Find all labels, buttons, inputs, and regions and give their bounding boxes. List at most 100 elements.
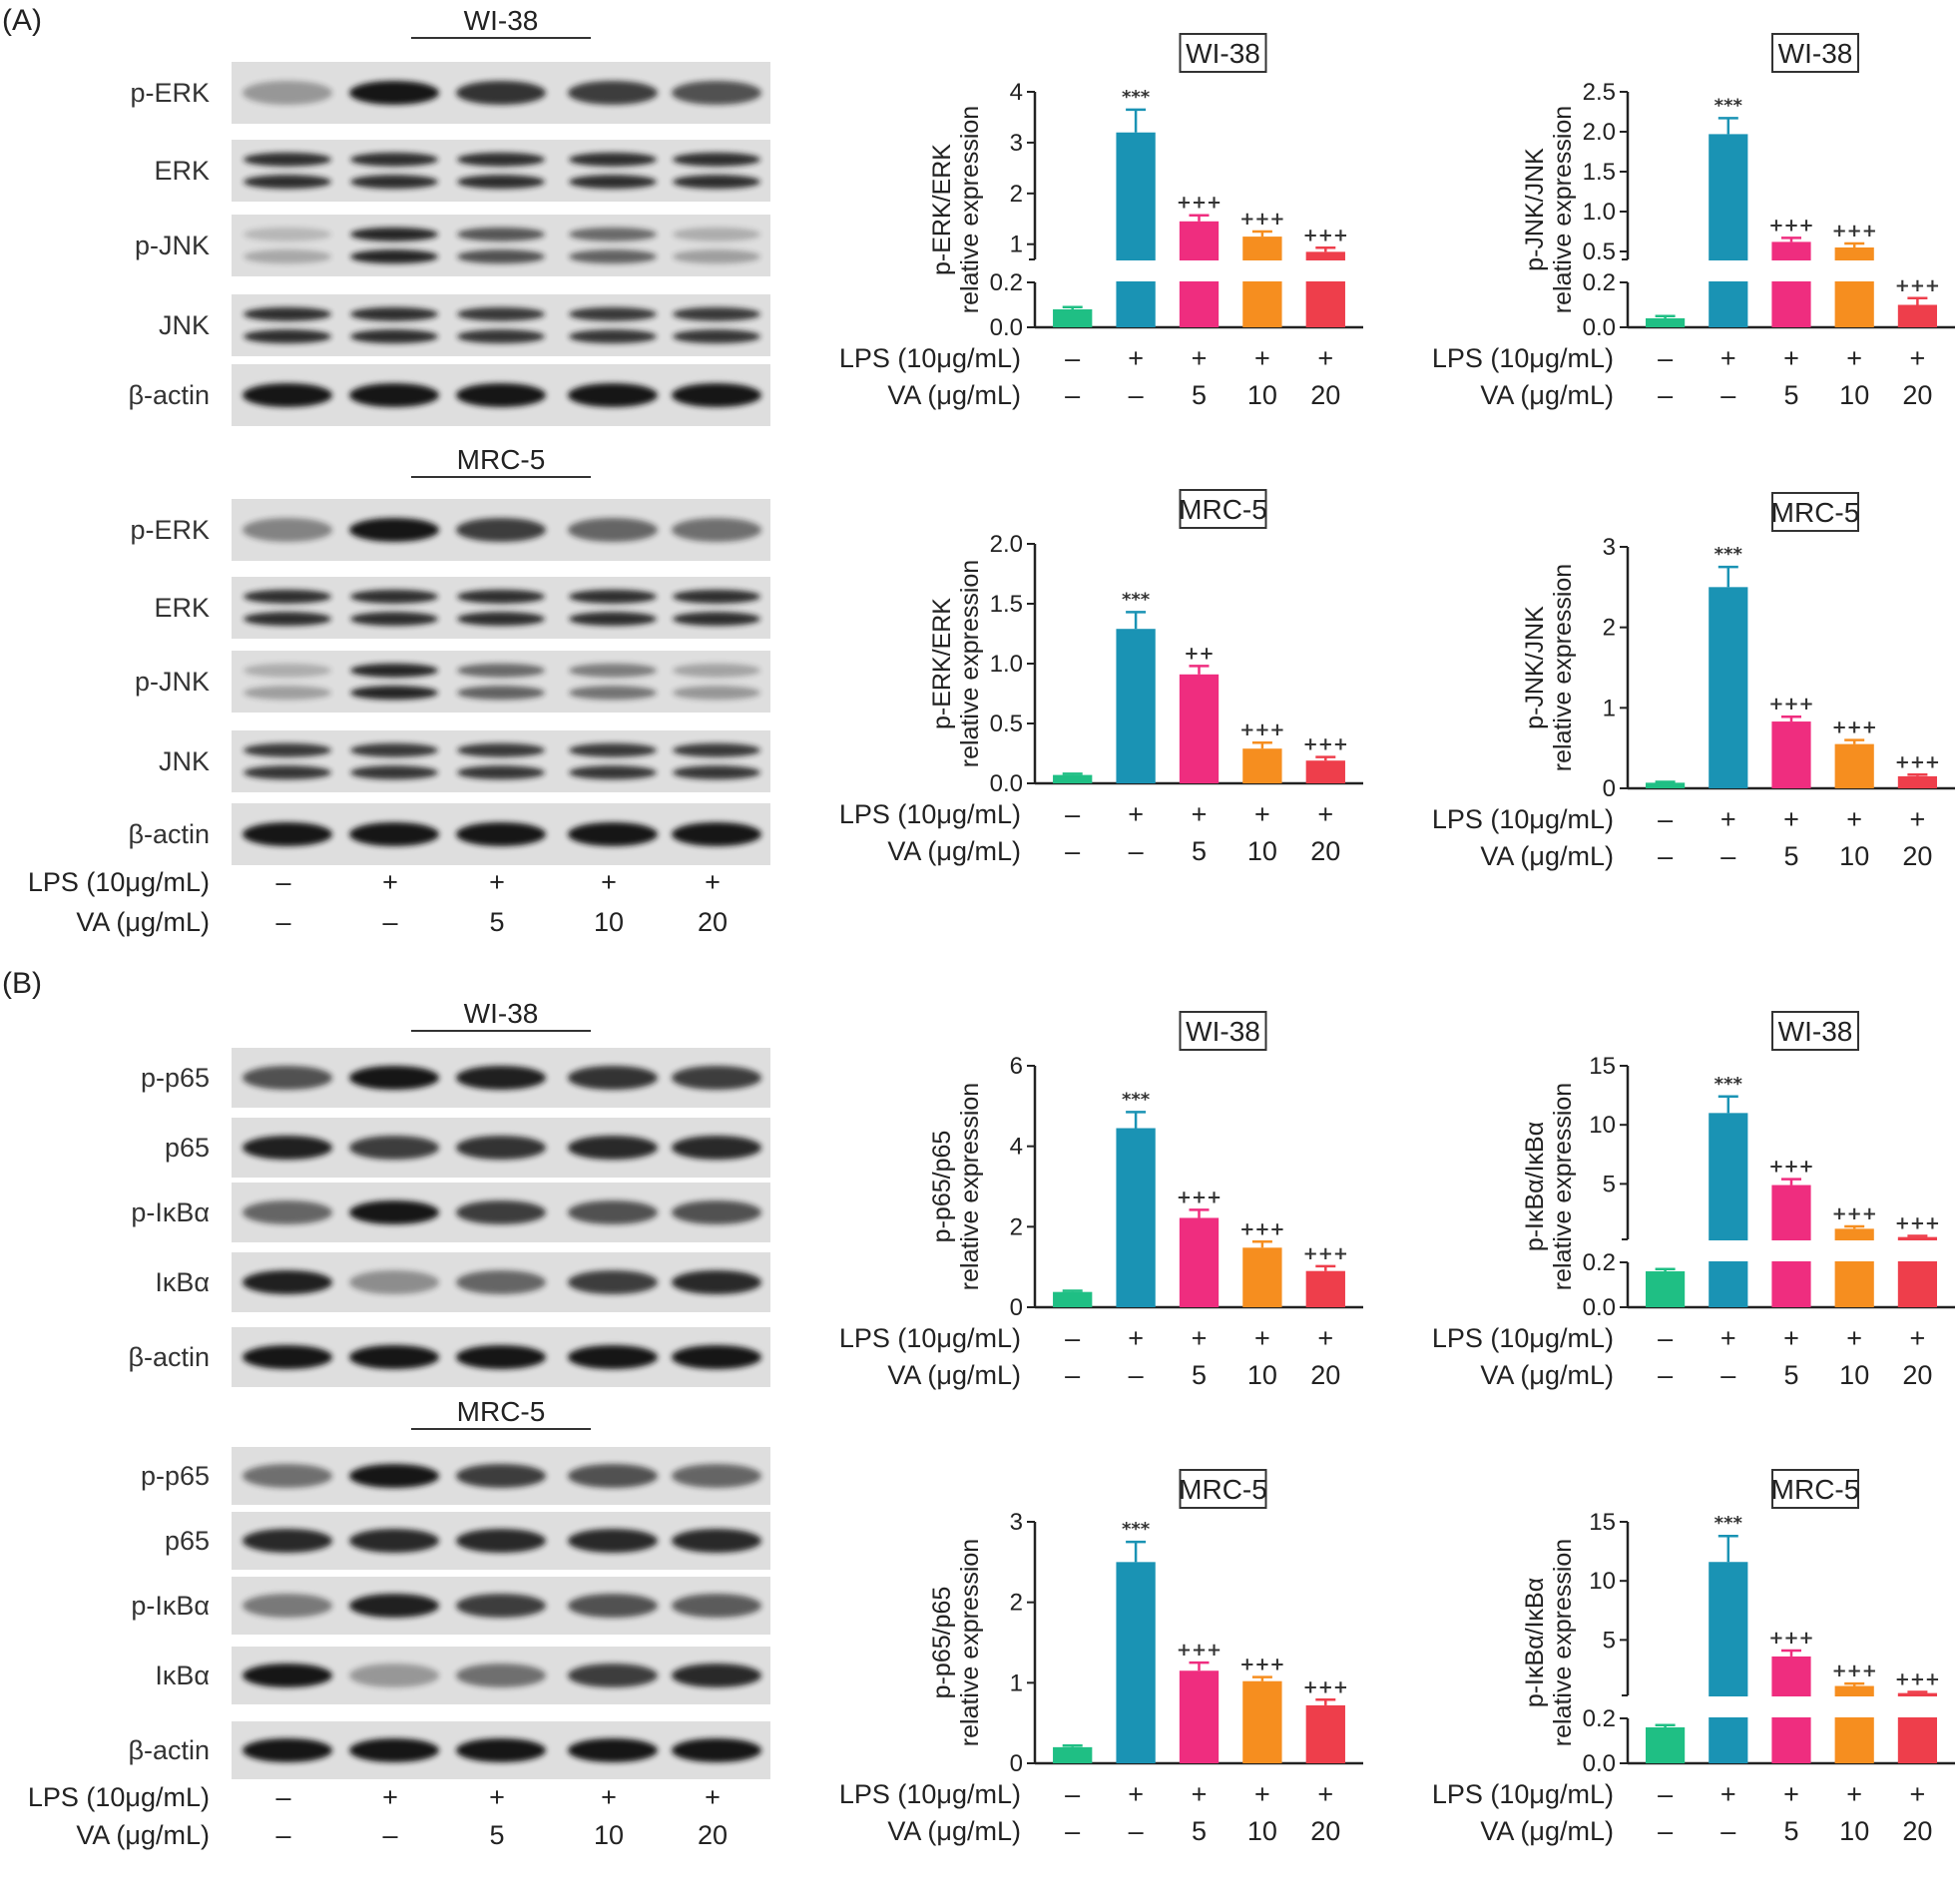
band (457, 612, 545, 627)
significance-label: +++ (1303, 1243, 1348, 1264)
band (673, 589, 760, 604)
band (243, 1066, 332, 1090)
band (672, 1066, 761, 1090)
lps-value: + (601, 867, 617, 897)
band (673, 175, 760, 190)
blot-row: IκBα (155, 1647, 770, 1704)
y-axis-label: relative expression (1549, 564, 1577, 771)
significance-label: +++ (1239, 209, 1284, 230)
band (569, 329, 657, 344)
band (672, 822, 761, 846)
band (568, 383, 658, 407)
blot-row: p-JNK (135, 215, 770, 276)
y-axis-label: p-JNK/JNK (1521, 606, 1549, 729)
y-axis-label: p-ERK/ERK (928, 144, 956, 275)
va-value: 10 (594, 907, 624, 937)
chart-title-box (1179, 489, 1267, 529)
chart-lps-value: + (1783, 1323, 1799, 1353)
chart-va-value: 10 (1247, 380, 1277, 410)
blot-row: p65 (165, 1118, 770, 1178)
band (456, 1345, 546, 1369)
bar (1897, 304, 1937, 327)
chart-va-label: VA (μg/mL) (887, 1360, 1021, 1390)
blot-group-1: WI-38 p-ERK ERK p-JNK JNK β-actin (128, 5, 770, 426)
y-tick-label: 0 (1010, 1294, 1023, 1321)
significance-label: +++ (1832, 221, 1877, 241)
bar (1305, 1704, 1345, 1763)
y-tick-label: 15 (1589, 1053, 1616, 1080)
lps-value: + (382, 867, 398, 897)
band (456, 1066, 546, 1090)
blot-group-4: MRC-5 p-p65 p65 p-IκBα IκBα β-actin (128, 1396, 770, 1779)
bar (1709, 1113, 1748, 1307)
band (349, 81, 439, 105)
chart-va-value: – (1720, 841, 1735, 871)
bar (1646, 782, 1686, 788)
band (569, 249, 657, 264)
lps-label: LPS (10μg/mL) (28, 867, 210, 897)
chart-va-value: 10 (1839, 1816, 1869, 1846)
bar (1771, 721, 1811, 788)
significance-label: +++ (1177, 193, 1222, 214)
chart-va-value: – (1720, 380, 1735, 410)
lps-value: + (601, 1782, 617, 1812)
band (456, 1200, 546, 1224)
significance-label: +++ (1895, 751, 1940, 772)
blot-row: p-IκBα (131, 1577, 770, 1635)
chart-lps-label: LPS (10μg/mL) (1432, 1779, 1614, 1809)
chart-lps-value: + (1910, 1323, 1926, 1353)
band (673, 686, 760, 701)
band-label: IκBα (155, 1267, 210, 1297)
chart-lps-value: + (1317, 799, 1333, 829)
significance-label: +++ (1239, 719, 1284, 740)
band (350, 663, 438, 678)
band (457, 227, 545, 241)
chart-va-value: 10 (1839, 1360, 1869, 1390)
chart-title-box (1771, 1469, 1859, 1509)
band-label: p-p65 (141, 1461, 210, 1491)
significance-label: +++ (1177, 1187, 1222, 1207)
chart-lps-value: + (1783, 343, 1799, 373)
chart-title-box (1179, 33, 1267, 73)
y-tick-label: 0 (1010, 1750, 1023, 1777)
y-tick-label: 4 (1010, 79, 1023, 106)
y-axis-label: p-ERK/ERK (928, 598, 956, 729)
bar-break-gap (1304, 260, 1346, 281)
chart-lps-value: + (1192, 1323, 1208, 1353)
blot-row: p-JNK (135, 651, 770, 713)
lps-value: + (705, 867, 721, 897)
band (243, 383, 332, 407)
bar (1116, 1128, 1156, 1307)
band (244, 765, 331, 780)
chart-lps-value: + (1192, 799, 1208, 829)
y-axis-label: p-p65/p65 (928, 1587, 956, 1699)
band (244, 227, 331, 241)
blot-group-title: WI-38 (464, 998, 539, 1029)
chart-va-value: 10 (1247, 1816, 1277, 1846)
band (349, 1270, 439, 1294)
y-tick-label: 5 (1603, 1627, 1616, 1654)
band (350, 765, 438, 780)
chart-4: MRC-5 p-JNK/JNK relative expression 0 1 2 3 ***… (1432, 492, 1955, 871)
chart-va-value: 20 (1902, 1360, 1932, 1390)
blot-row: β-actin (128, 803, 770, 865)
chart-title-box (1179, 1469, 1267, 1509)
lps-value: – (275, 867, 290, 897)
chart-title-box (1771, 1011, 1859, 1051)
y-tick-label: 2 (1010, 1590, 1023, 1617)
chart-va-value: 20 (1310, 1360, 1340, 1390)
band (350, 742, 438, 757)
y-tick-label: 1 (1603, 695, 1616, 721)
significance-label: +++ (1895, 275, 1940, 296)
y-tick-label: 15 (1589, 1509, 1616, 1536)
blot-group-title: WI-38 (464, 5, 539, 36)
bar (1242, 237, 1282, 327)
chart-lps-value: – (1065, 343, 1080, 373)
band-label: p-JNK (135, 667, 210, 697)
blot-row: p-ERK (130, 499, 770, 561)
band (456, 1594, 546, 1618)
chart-va-label: VA (μg/mL) (1480, 1816, 1614, 1846)
